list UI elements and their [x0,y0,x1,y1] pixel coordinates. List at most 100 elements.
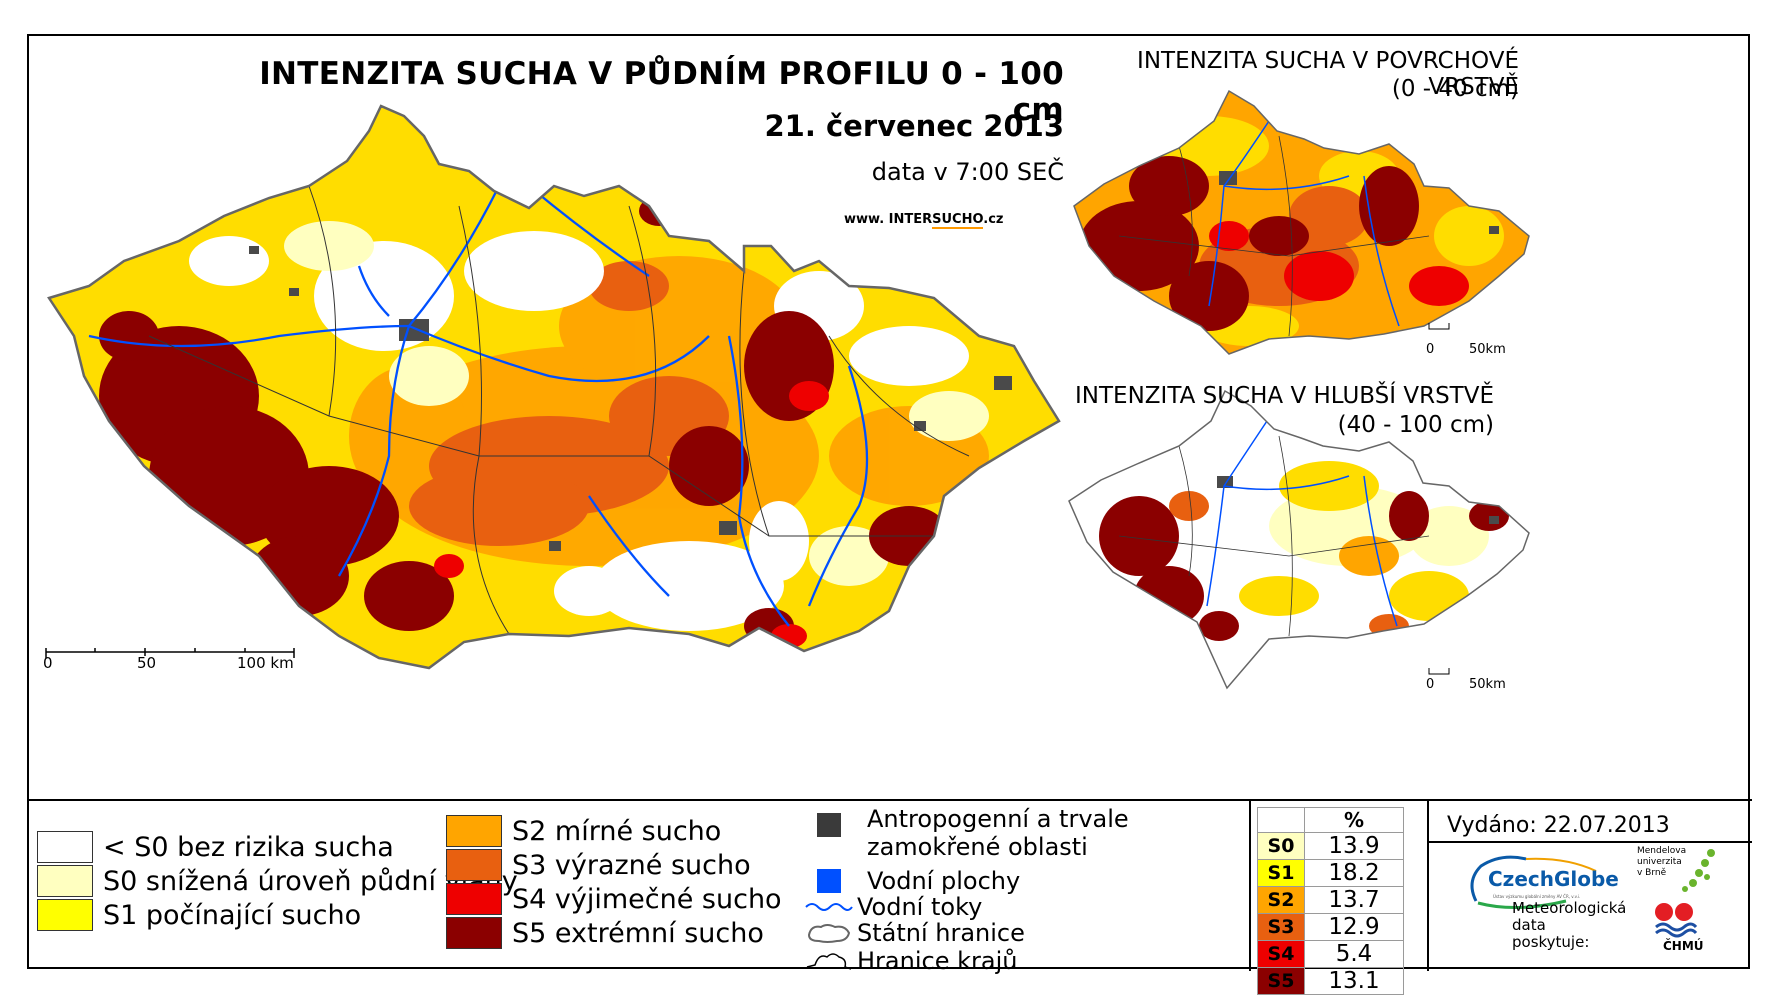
main-title: INTENZITA SUCHA V PŮDNÍM PROFILU 0 - 100… [259,56,1064,128]
percent-code: S5 [1257,967,1305,995]
legend-region-border-label: Hranice krajů [857,947,1018,975]
meteo-line3: poskytuje: [1512,933,1590,951]
legend-label: S1 počínající sucho [103,899,362,931]
percent-table: % S0 13.9 S1 18.2 S2 13.7 S3 12.9 S4 5.4 [1257,807,1404,995]
percent-code: S1 [1257,859,1305,887]
legend-swatch [37,865,93,897]
legend-water-bodies: Vodní plochy [817,867,1020,895]
czechglobe-logo-subtext: Ústav výzkumu globální změny AV ČR, v.v.… [1493,894,1581,899]
legend-item-s3: S3 výrazné sucho [446,849,751,881]
percent-code: S2 [1257,886,1305,914]
meteo-line2: data [1512,916,1546,934]
state-border-icon [807,924,851,943]
table-row: S3 12.9 [1257,913,1404,941]
table-row: S2 13.7 [1257,886,1404,914]
legend-divider-2 [1427,801,1429,971]
meteo-data-text: Meteorologická data poskytuje: [1512,900,1626,951]
legend-label: S5 extrémní sucho [512,917,764,949]
main-drought-map [49,106,1059,668]
legend-swatch [37,899,93,931]
map-area: INTENZITA SUCHA V PŮDNÍM PROFILU 0 - 100… [29,36,1752,799]
blue-square-icon [817,869,841,893]
legend-swatch [446,883,502,915]
percent-code: S4 [1257,940,1305,968]
figure-frame: INTENZITA SUCHA V PŮDNÍM PROFILU 0 - 100… [27,34,1752,995]
inset-bottom-subtitle: (40 - 100 cm) [1337,412,1494,438]
inset-bottom-title: INTENZITA SUCHA V HLUBŠÍ VRSTVĚ [1075,383,1494,409]
percent-value: 13.7 [1304,886,1404,914]
legend-item-s5: S5 extrémní sucho [446,917,764,949]
inset-bottom-scale-0: 0 [1426,677,1435,692]
scale-label-50: 50 [137,654,157,672]
surface-layer-map [1074,91,1529,354]
legend-panel: < S0 bez rizika sucha S0 snížená úroveň … [29,799,1752,995]
legend-anthropogenic-line1: Antropogenní a trvale [867,805,1129,833]
legend-item-s2: S2 mírné sucho [446,815,721,847]
issued-divider [1427,841,1752,843]
legend-label: S4 výjimečné sucho [512,883,782,915]
scale-label-100: 100 km [237,654,294,672]
legend-region-border: Hranice krajů [805,947,1017,975]
legend-swatch [446,917,502,949]
wavy-line-icon [805,903,853,911]
percent-value: 12.9 [1304,913,1404,941]
data-time: data v 7:00 SEČ [871,158,1064,186]
dark-square-icon [817,813,841,837]
scale-label-0: 0 [43,654,53,672]
legend-divider [1249,801,1251,971]
chmu-logo-icon [1655,903,1698,938]
percent-value: 18.2 [1304,859,1404,887]
legend-rivers-label: Vodní toky [857,893,983,921]
maps-svg [45,89,1530,690]
table-row: S4 5.4 [1257,940,1404,968]
region-border-icon [806,953,852,970]
issued-date: Vydáno: 22.07.2013 [1447,813,1670,838]
legend-anthropogenic-line2: zamokřené oblasti [867,833,1088,861]
legend-water-bodies-label: Vodní plochy [867,867,1021,895]
czechglobe-logo-text: CzechGlobe [1488,867,1619,891]
meteo-line1: Meteorologická [1512,899,1627,917]
inset-bottom-scale-50: 50km [1469,677,1506,692]
website-link[interactable]: www. INTERSUCHO.cz [844,212,1004,229]
legend-item-s4: S4 výjimečné sucho [446,883,782,915]
legend-state-border: Státní hranice [805,919,1025,947]
main-scalebar [45,648,295,658]
table-row: S1 18.2 [1257,859,1404,887]
legend-label: S3 výrazné sucho [512,849,751,881]
inset-top-title: INTENZITA SUCHA V POVRCHOVÉ VRSTVĚ [1137,48,1519,100]
legend-swatch [446,815,502,847]
mendel-line1: Mendelova [1637,846,1687,856]
percent-table-header: % [1257,807,1404,833]
percent-value: 13.1 [1304,967,1404,995]
percent-code: S3 [1257,913,1305,941]
legend-state-border-label: Státní hranice [857,919,1025,947]
percent-header-empty [1257,807,1305,833]
date-title: 21. červenec 2013 [764,109,1064,143]
website-highlight: SUCHO [932,212,984,229]
website-suffix: .cz [983,212,1004,227]
state-border-main [47,104,1061,670]
website-prefix: www. INTER [844,212,933,227]
legend-anthropogenic: Antropogenní a trvale zamokřené oblasti [817,805,1129,861]
inset-top-scale-0: 0 [1426,342,1435,357]
czechglobe-logo-icon [1470,855,1597,909]
inset-top-scale-50: 50km [1469,342,1506,357]
legend-swatch [446,849,502,881]
mendel-logo-text: Mendelova univerzita v Brně [1637,846,1686,879]
mendel-logo-icon [1682,849,1715,892]
legend-swatch [37,831,93,863]
percent-value: 13.9 [1304,832,1404,860]
legend-item-s1: S1 počínající sucho [37,899,361,931]
percent-header: % [1304,807,1404,833]
table-row: S5 13.1 [1257,967,1404,995]
mendel-line2: univerzita [1637,857,1682,867]
legend-rivers: Vodní toky [805,893,982,921]
mendel-line3: v Brně [1637,868,1667,878]
legend-label: S2 mírné sucho [512,815,722,847]
legend-item-below-s0: < S0 bez rizika sucha [37,831,394,863]
percent-value: 5.4 [1304,940,1404,968]
legend-label: < S0 bez rizika sucha [103,831,394,863]
inset-top-subtitle: (0 - 40 cm) [1391,76,1519,102]
percent-code: S0 [1257,832,1305,860]
table-row: S0 13.9 [1257,832,1404,860]
